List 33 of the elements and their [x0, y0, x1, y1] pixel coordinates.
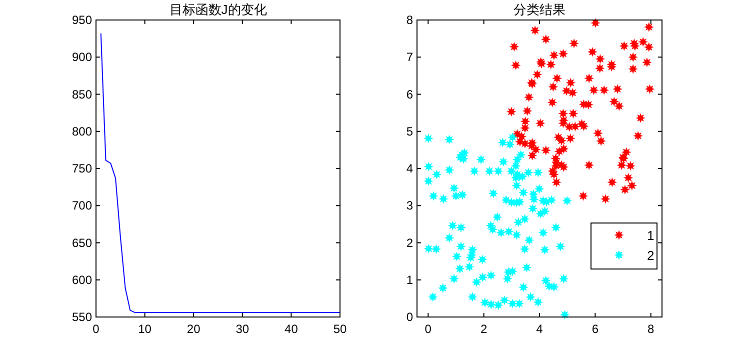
- legend-label: 1: [647, 228, 654, 243]
- y-tick-label: 6: [406, 87, 414, 102]
- x-tick-label: 6: [592, 322, 599, 336]
- x-tick-label: 50: [333, 322, 347, 336]
- y-tick-label: 950: [72, 13, 92, 27]
- legend-label: 2: [647, 248, 654, 263]
- y-tick-label: 7: [406, 50, 414, 64]
- x-tick-label: 0: [424, 322, 432, 336]
- x-tick-label: 4: [536, 322, 544, 336]
- x-tick-label: 10: [138, 322, 152, 336]
- y-tick-label: 2: [406, 236, 414, 250]
- x-tick-label: 20: [186, 322, 201, 336]
- y-tick-label: 3: [406, 198, 414, 213]
- x-tick-label: 30: [236, 322, 250, 336]
- y-tick-label: 600: [72, 272, 92, 287]
- y-tick-label: 750: [72, 162, 92, 176]
- y-tick-label: 700: [72, 198, 92, 213]
- y-tick-label: 1: [406, 272, 414, 287]
- y-tick-label: 800: [72, 124, 92, 138]
- y-tick-label: 550: [72, 310, 92, 324]
- x-tick-label: 8: [648, 322, 655, 336]
- x-tick-label: 40: [284, 322, 298, 336]
- chart-title: 分类结果: [514, 2, 566, 17]
- y-tick-label: 5: [406, 124, 414, 138]
- x-tick-label: 2: [480, 322, 488, 336]
- chart-title: 目标函数J的变化: [169, 2, 267, 17]
- y-tick-label: 4: [406, 162, 414, 176]
- y-tick-label: 8: [406, 13, 414, 27]
- line-series: [100, 32, 340, 314]
- y-tick-label: 0: [406, 310, 414, 324]
- y-tick-label: 900: [72, 50, 92, 64]
- y-tick-label: 650: [72, 236, 92, 250]
- y-tick-label: 850: [72, 87, 92, 102]
